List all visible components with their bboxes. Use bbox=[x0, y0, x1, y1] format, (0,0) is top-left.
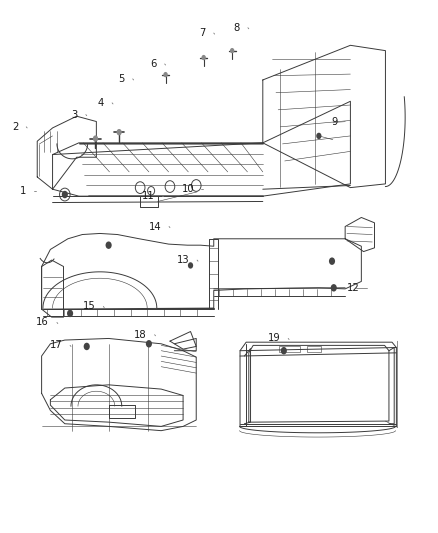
Circle shape bbox=[230, 48, 234, 53]
Circle shape bbox=[62, 191, 68, 198]
Text: 2: 2 bbox=[12, 122, 18, 132]
Text: 14: 14 bbox=[148, 222, 161, 231]
Circle shape bbox=[201, 55, 206, 60]
Circle shape bbox=[84, 343, 90, 350]
Text: 11: 11 bbox=[141, 191, 154, 201]
Bar bbox=[279, 346, 300, 352]
Bar bbox=[307, 346, 321, 352]
Circle shape bbox=[329, 257, 335, 265]
Text: 16: 16 bbox=[36, 318, 49, 327]
Text: 18: 18 bbox=[134, 330, 147, 340]
Text: 4: 4 bbox=[98, 98, 104, 108]
Text: 12: 12 bbox=[346, 283, 359, 293]
Text: 10: 10 bbox=[182, 184, 195, 194]
Circle shape bbox=[331, 284, 337, 292]
Text: 8: 8 bbox=[234, 23, 240, 33]
Text: 9: 9 bbox=[331, 117, 337, 126]
Circle shape bbox=[281, 347, 287, 354]
Text: 6: 6 bbox=[150, 59, 157, 69]
Circle shape bbox=[188, 262, 193, 269]
Text: 5: 5 bbox=[118, 74, 125, 84]
Circle shape bbox=[117, 129, 122, 135]
Text: 13: 13 bbox=[177, 255, 189, 265]
Text: 19: 19 bbox=[268, 334, 280, 343]
Circle shape bbox=[163, 72, 168, 77]
Text: 7: 7 bbox=[199, 28, 206, 38]
Text: 1: 1 bbox=[20, 186, 26, 196]
Circle shape bbox=[146, 340, 152, 348]
Circle shape bbox=[93, 135, 98, 142]
Circle shape bbox=[316, 133, 321, 139]
Circle shape bbox=[106, 241, 112, 249]
Text: 15: 15 bbox=[83, 302, 95, 311]
Circle shape bbox=[67, 310, 73, 317]
Text: 3: 3 bbox=[72, 110, 78, 119]
Text: 17: 17 bbox=[49, 341, 62, 350]
